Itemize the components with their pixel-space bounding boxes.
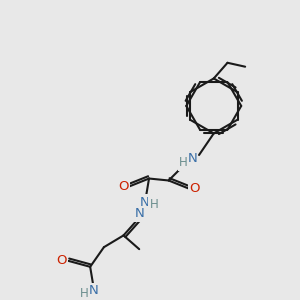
Text: H: H bbox=[179, 156, 188, 169]
Text: H: H bbox=[149, 197, 158, 211]
Text: O: O bbox=[56, 254, 67, 267]
Text: O: O bbox=[189, 182, 200, 195]
Text: N: N bbox=[134, 207, 144, 220]
Text: N: N bbox=[187, 152, 197, 165]
Text: H: H bbox=[80, 287, 89, 300]
Text: N: N bbox=[140, 196, 150, 208]
Text: O: O bbox=[118, 180, 129, 193]
Text: N: N bbox=[89, 284, 99, 297]
